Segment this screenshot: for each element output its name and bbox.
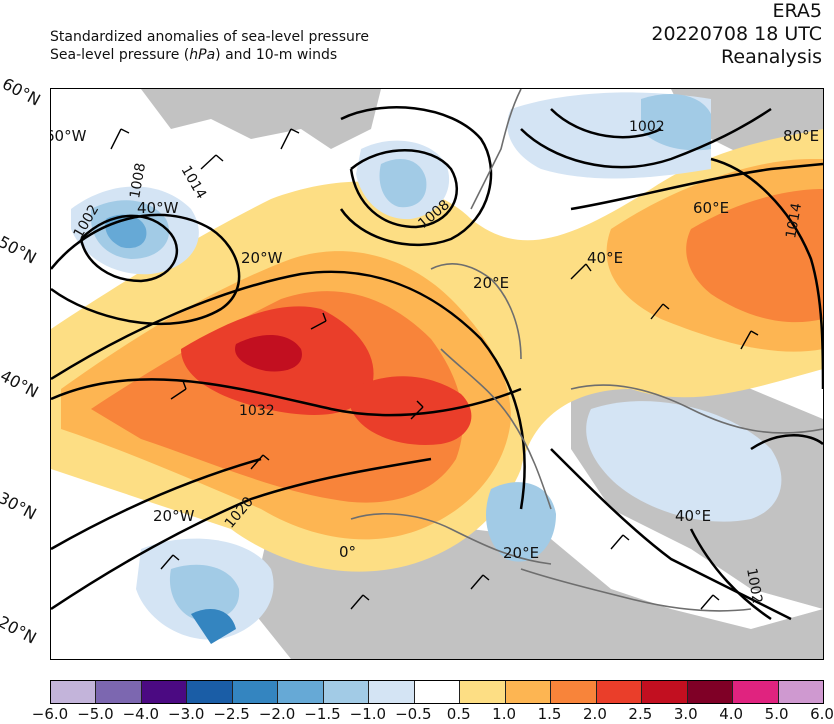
isobar-label-1002-east: 1002 [743,567,765,605]
anom-neg-east-med [586,401,782,522]
colorbar-tick-label: 2.5 [628,705,653,723]
lon-label-20w-top: 20°W [241,249,283,267]
lat-label-30n: 30°N [0,488,40,524]
isobar-label-1002-north: 1002 [629,119,665,135]
colorbar-tick-label: −1.5 [304,705,341,723]
anom-pos-25 [235,334,302,372]
colorbar-tick-label: 3.0 [673,705,698,723]
colorbar-segment [505,681,552,703]
lon-label-20w-bottom: 20°W [153,507,195,525]
colorbar-tick-label: 2.0 [583,705,607,723]
dataset-label: ERA5 [772,0,822,22]
lat-label-60n: 60°N [0,74,44,110]
anom-neg-barents-2 [641,94,711,151]
colorbar-tick-label: 4.0 [719,705,744,723]
isobar-label-1014-east: 1014 [783,202,805,240]
anom-neg-africa-2 [169,564,240,621]
colorbar-segment [141,681,188,703]
map-canvas: 60°W 40°W 20°W 20°W 0° 20°E 20°E 40°E 40… [51,89,823,659]
anom-neg-greece [486,482,556,562]
isobars [51,106,823,621]
colorbar-segment [460,681,506,703]
colorbar-ticks: −6.0 −5.0 −4.0 −3.0 −2.5 −2.0 −1.5 −1.0 −0.5 0.5 1… [32,705,834,724]
colorbar-segment [778,681,823,703]
lon-label-40w: 40°W [137,199,179,217]
lon-label-20e-top: 20°E [473,274,509,292]
colorbar-segment [642,681,688,703]
lon-label-80e: 80°E [783,127,819,145]
colorbar-tick-label: −2.0 [258,705,296,723]
colorbar-tick-label: 1.5 [537,705,562,723]
colorbar-tick-label: −6.0 [31,705,69,723]
colorbar-tick-label: 1.0 [492,705,517,723]
colorbar-segment [733,681,779,703]
borders [350,89,823,612]
isobar-label-1008-atl: 1008 [127,162,149,200]
anom-pos-20-b [351,376,472,445]
wind-barbs [110,128,759,610]
lon-label-40e-top: 40°E [587,249,623,267]
lon-label-60w-top: 60°W [51,127,87,145]
colorbar-segment [96,681,142,703]
colorbar-segment [187,681,233,703]
lat-label-50n: 50°N [0,232,40,268]
colorbar [50,680,824,704]
figure-info: ERA5 20220708 18 UTC Reanalysis [651,0,822,69]
anom-neg-africa-3 [191,609,236,644]
colorbar-segment [551,681,597,703]
colorbar-tick-label: −2.5 [213,705,250,723]
lat-label-40n: 40°N [0,366,42,402]
colorbar-segment [232,681,279,703]
product-label: Reanalysis [721,46,822,68]
colorbar-tick-label: 0.5 [446,705,471,723]
figure-title: Standardized anomalies of sea-level pres… [50,28,369,64]
lon-label-60e: 60°E [693,199,729,217]
colorbar-segment [687,681,734,703]
lat-label-20n: 20°N [0,612,40,648]
colorbar-tick-label: −3.0 [168,705,205,723]
lon-label-0: 0° [339,543,356,561]
land-greenland [141,89,381,149]
datetime-label: 20220708 18 UTC [651,23,822,45]
map-panel: 60°W 40°W 20°W 20°W 0° 20°E 20°E 40°E 40… [50,88,824,660]
title-line-1: Standardized anomalies of sea-level pres… [50,29,369,45]
title-line-2: Sea-level pressure (hPa) and 10-m winds [50,47,338,63]
colorbar-tick-label: −1.0 [349,705,387,723]
colorbar-tick-label: 5.0 [764,705,789,723]
lon-label-40e-bottom: 40°E [675,507,711,525]
anom-pos-15-east [686,189,823,323]
colorbar-segment [596,681,643,703]
colorbar-tick-label: 6.0 [810,705,834,723]
isobar-label-1032: 1032 [239,403,275,419]
colorbar-segment [323,681,370,703]
colorbar-tick-label: −5.0 [77,705,114,723]
colorbar-segment [51,681,97,703]
anom-neg-iceland-2 [379,159,427,208]
colorbar-segment [278,681,324,703]
lon-label-20e-bottom: 20°E [503,544,539,562]
colorbar-segment [414,681,461,703]
colorbar-tick-label: −4.0 [122,705,160,723]
colorbar-tick-label: −0.5 [395,705,432,723]
colorbar-segment [369,681,415,703]
